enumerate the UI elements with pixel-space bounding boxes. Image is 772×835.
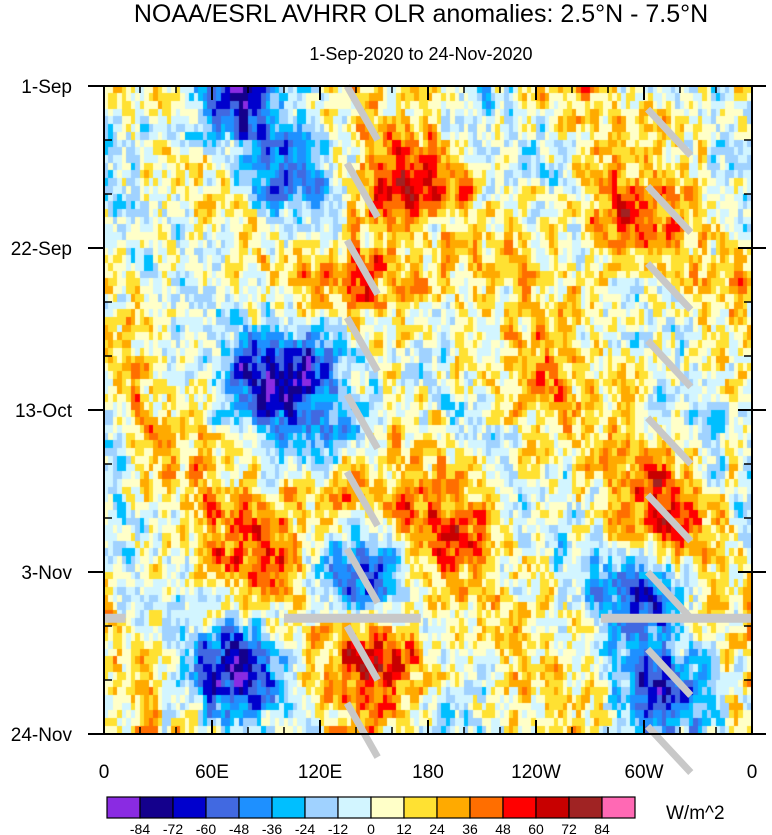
colorbar-box [436, 796, 471, 819]
heatmap-field [104, 86, 752, 734]
x-axis-labels: 0 60E 120E 180 120W 60W 0 [99, 762, 758, 783]
colorbar-level-label: 0 [367, 821, 375, 835]
y-tick-label: 1-Sep [21, 77, 72, 98]
y-tick-label: 3-Nov [21, 563, 72, 584]
missing-data-layer [104, 84, 752, 775]
missing-data-streak [343, 547, 381, 605]
colorbar-level-label: -12 [328, 821, 348, 835]
missing-data-streak [645, 261, 694, 313]
missing-data-streak [645, 646, 694, 698]
colorbar-box [139, 796, 174, 819]
missing-data-streak [645, 415, 694, 467]
x-tick-label: 0 [99, 762, 110, 783]
colorbar-level-label: 24 [429, 821, 445, 835]
missing-data-streak [343, 469, 381, 528]
colorbar-level-label: -84 [130, 821, 150, 835]
missing-data-streak [343, 315, 381, 374]
colorbar-box [502, 796, 537, 819]
axis-ticks [88, 85, 766, 735]
missing-data-streak [343, 624, 381, 682]
x-tick-label: 60E [195, 762, 229, 783]
colorbar-box [106, 796, 141, 819]
colorbar-box [337, 796, 372, 819]
colorbar-box [238, 796, 273, 819]
missing-data-streak [645, 106, 694, 158]
colorbar-box [370, 796, 405, 819]
colorbar-level-label: 72 [561, 821, 577, 835]
missing-data-streak [645, 569, 694, 621]
missing-data-streak [343, 701, 381, 759]
plot-area [103, 84, 753, 775]
y-tick-label: 13-Oct [15, 401, 73, 422]
colorbar-level-label: 60 [528, 821, 544, 835]
colorbar-level-label: -48 [229, 821, 249, 835]
missing-data-streak [645, 183, 694, 235]
x-tick-label: 120W [511, 762, 561, 783]
x-tick-label: 120E [298, 762, 342, 783]
colorbar-level-label: 84 [594, 821, 610, 835]
missing-data-streak [343, 392, 381, 451]
colorbar-box [601, 796, 636, 819]
missing-data-streak [645, 338, 694, 390]
colorbar-box [403, 796, 438, 819]
x-tick-label: 60W [624, 762, 663, 783]
x-tick-label: 180 [412, 762, 444, 783]
colorbar-level-label: -36 [262, 821, 282, 835]
colorbar-box [568, 796, 603, 819]
colorbar-box [271, 796, 306, 819]
missing-data-streak [645, 492, 694, 544]
colorbar-level-label: 48 [495, 821, 511, 835]
missing-data-streak [343, 238, 381, 297]
x-tick-label: 0 [747, 762, 758, 783]
colorbar-box [172, 796, 207, 819]
chart-subtitle: 1-Sep-2020 to 24-Nov-2020 [309, 44, 532, 64]
colorbar-box [304, 796, 339, 819]
colorbar-level-label: -24 [295, 821, 315, 835]
colorbar-level-label: -72 [163, 821, 183, 835]
y-axis-labels: 1-Sep 22-Sep 13-Oct 3-Nov 24-Nov [11, 77, 73, 746]
missing-data-streak [343, 161, 381, 219]
y-tick-label: 24-Nov [11, 725, 73, 746]
colorbar-box [205, 796, 240, 819]
colorbar-level-label: 12 [396, 821, 412, 835]
colorbar-units: W/m^2 [666, 803, 725, 824]
colorbar: -84 -72 -60 -48 -36 -24 -12 0 12 24 36 48 60 72 84 W/m… [106, 796, 725, 835]
colorbar-box [469, 796, 504, 819]
missing-data-streak [343, 84, 381, 142]
colorbar-level-label: 36 [462, 821, 478, 835]
y-tick-label: 22-Sep [11, 239, 72, 260]
chart-title: NOAA/ESRL AVHRR OLR anomalies: 2.5°N - 7… [134, 0, 708, 28]
colorbar-box [535, 796, 570, 819]
colorbar-level-label: -60 [196, 821, 216, 835]
